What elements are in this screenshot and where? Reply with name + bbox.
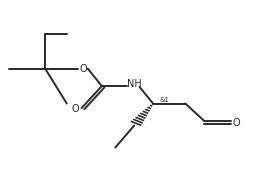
Text: &1: &1 xyxy=(160,97,170,103)
Text: O: O xyxy=(71,104,79,114)
Text: O: O xyxy=(79,64,87,74)
Text: O: O xyxy=(233,118,240,128)
Text: NH: NH xyxy=(127,79,141,89)
